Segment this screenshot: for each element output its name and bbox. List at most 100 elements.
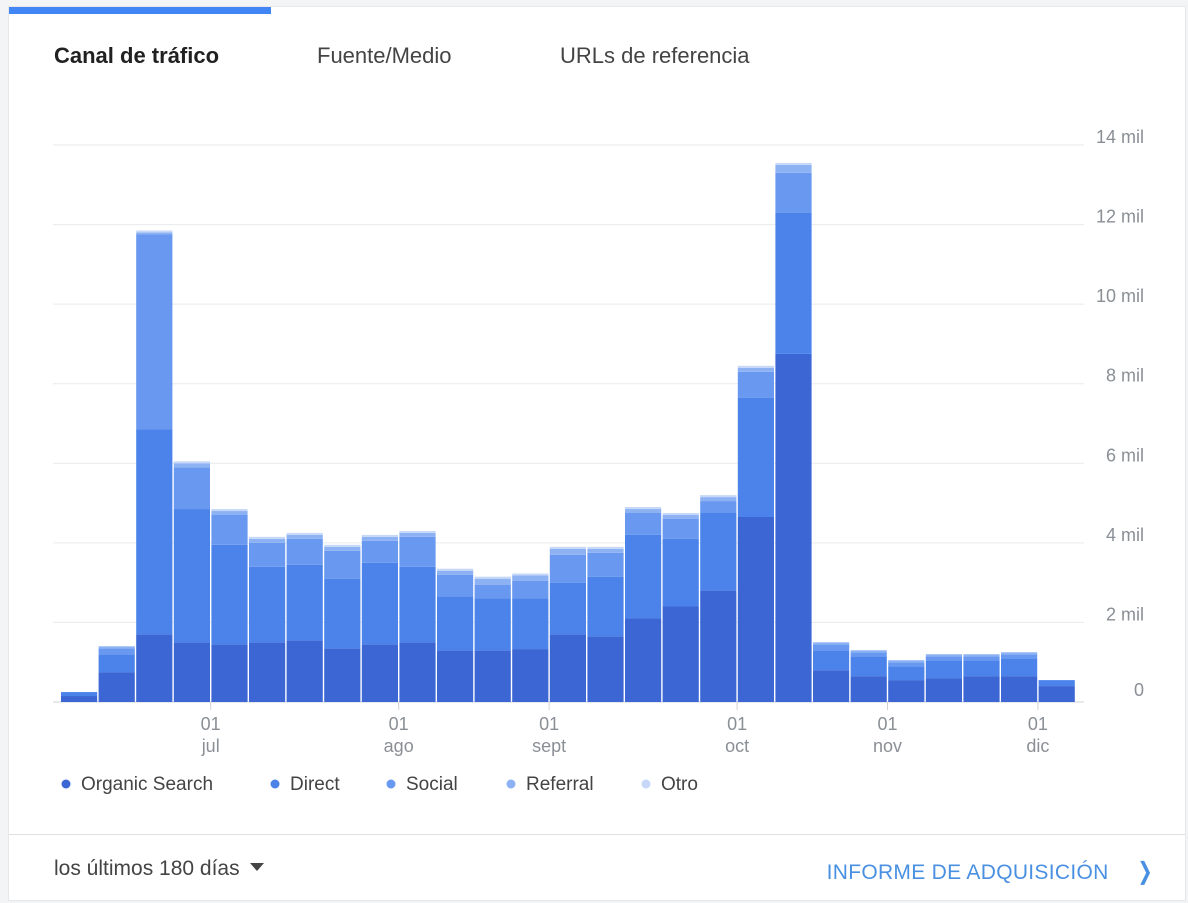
bar-segment-social: [737, 371, 774, 398]
x-tick-month: sept: [532, 736, 566, 756]
bar-segment-direct: [700, 513, 737, 591]
bar-segment-otro: [437, 568, 474, 571]
bar-segment-social: [1001, 654, 1038, 659]
bar-segment-referral: [98, 646, 135, 649]
bar-segment-referral: [324, 546, 361, 551]
chart-area: 0 2 mil 4 mil 6 mil 8 mil 10 mil 12 mil 14 mil 0…: [9, 127, 1187, 795]
bar-segment-organic-search: [98, 672, 135, 702]
bar-segment-organic-search: [1001, 676, 1038, 702]
bar-segment-organic-search: [888, 680, 925, 702]
bar-segment-organic-search: [925, 678, 962, 702]
bar-segment-otro: [324, 544, 361, 547]
bar-segment-otro: [474, 576, 511, 579]
bar-segment-otro: [173, 461, 210, 464]
bar-segment-social: [850, 652, 887, 657]
active-tab-indicator: [9, 7, 271, 14]
bar-segment-direct: [211, 544, 248, 645]
bar-segment-organic-search: [700, 590, 737, 702]
bar-segment-organic-search: [249, 642, 286, 702]
tab-urls-de-referencia[interactable]: URLs de referencia: [560, 43, 750, 68]
x-tick-day: 01: [201, 714, 221, 734]
legend-label: Direct: [290, 774, 340, 795]
bar-segment-referral: [963, 654, 1000, 657]
y-tick-label: 2 mil: [1106, 604, 1144, 624]
x-tick-month: oct: [725, 736, 749, 756]
bar-segment-referral: [512, 575, 549, 581]
tab-fuente-medio[interactable]: Fuente/Medio: [317, 43, 452, 68]
bar-segment-referral: [437, 570, 474, 575]
bar-segment-otro: [625, 507, 662, 510]
bar-segment-social: [173, 467, 210, 510]
bar-segment-social: [587, 552, 624, 577]
bar-segment-direct: [512, 598, 549, 650]
bar-segment-otro: [361, 534, 398, 537]
bar-segment-direct: [249, 566, 286, 643]
bar-segment-direct: [1001, 658, 1038, 677]
bar-segment-direct: [775, 212, 812, 354]
bar-segment-referral: [249, 538, 286, 543]
y-tick-label: 0: [1134, 680, 1144, 700]
bar-segment-social: [662, 518, 699, 539]
y-tick-label: 12 mil: [1096, 207, 1144, 227]
x-tick-month: nov: [873, 736, 902, 756]
bar-segment-direct: [286, 564, 323, 641]
bar-segment-direct: [98, 654, 135, 673]
bar-segment-direct: [324, 578, 361, 649]
bar-segment-referral: [587, 548, 624, 553]
bar-segment-organic-search: [813, 670, 850, 702]
bar-segment-referral: [211, 511, 248, 516]
bar-segment-referral: [775, 164, 812, 173]
bar-segment-organic-search: [775, 353, 812, 702]
x-tick-month: ago: [384, 736, 414, 756]
y-tick-label: 4 mil: [1106, 525, 1144, 545]
bar-segment-otro: [700, 495, 737, 498]
bar-segment-referral: [549, 548, 586, 555]
bar-segment-organic-search: [625, 618, 662, 702]
bar-segment-social: [361, 540, 398, 563]
bar-segment-social: [286, 538, 323, 565]
traffic-card: Canal de tráfico Fuente/Medio URLs de re…: [8, 6, 1186, 901]
y-tick-label: 14 mil: [1096, 127, 1144, 147]
bar-segment-organic-search: [1038, 686, 1075, 702]
acquisition-report-link[interactable]: INFORME DE ADQUISICIÓN ❯: [827, 857, 1155, 886]
bar-segment-direct: [925, 660, 962, 679]
bar-segment-social: [399, 536, 436, 567]
bar-segment-direct: [662, 538, 699, 607]
bar-segment-social: [437, 574, 474, 597]
footer-divider: [9, 834, 1185, 835]
bar-segment-social: [512, 580, 549, 599]
bar-segment-direct: [888, 666, 925, 681]
x-tick-day: 01: [389, 714, 409, 734]
bar-segment-social: [625, 513, 662, 535]
date-range-label: los últimos 180 días: [54, 857, 240, 880]
acquisition-report-label: INFORME DE ADQUISICIÓN: [826, 861, 1109, 884]
bar-segment-social: [249, 542, 286, 567]
bar-segment-otro: [399, 530, 436, 533]
bar-segment-social: [700, 501, 737, 514]
bar-segment-referral: [173, 463, 210, 468]
date-range-dropdown[interactable]: los últimos 180 días: [54, 857, 264, 881]
bar-segment-referral: [361, 536, 398, 541]
bar-segment-direct: [587, 576, 624, 637]
bar-segment-social: [474, 584, 511, 599]
x-tick-month: dic: [1026, 736, 1049, 756]
bar-segment-direct: [1038, 680, 1075, 687]
bar-segment-direct: [399, 566, 436, 643]
bar-segment-otro: [249, 536, 286, 539]
bar-segment-organic-search: [437, 650, 474, 702]
bar-segment-referral: [399, 532, 436, 537]
stacked-bar-chart: 0 2 mil 4 mil 6 mil 8 mil 10 mil 12 mil 14 mil 0…: [53, 127, 1144, 795]
tab-canal-de-trafico[interactable]: Canal de tráfico: [54, 43, 220, 68]
bar-segment-otro: [136, 230, 173, 233]
bar-segment-otro: [587, 546, 624, 549]
bar-segment-referral: [474, 578, 511, 585]
bar-segment-direct: [963, 660, 1000, 677]
bar-segment-otro: [211, 509, 248, 512]
bar-segment-direct: [173, 509, 210, 643]
caret-down-icon: [249, 863, 264, 872]
bar-segment-organic-search: [286, 640, 323, 702]
bar-segment-direct: [737, 397, 774, 517]
bar-segment-otro: [775, 162, 812, 165]
legend-marker: [386, 779, 396, 789]
bar-segment-direct: [850, 656, 887, 677]
